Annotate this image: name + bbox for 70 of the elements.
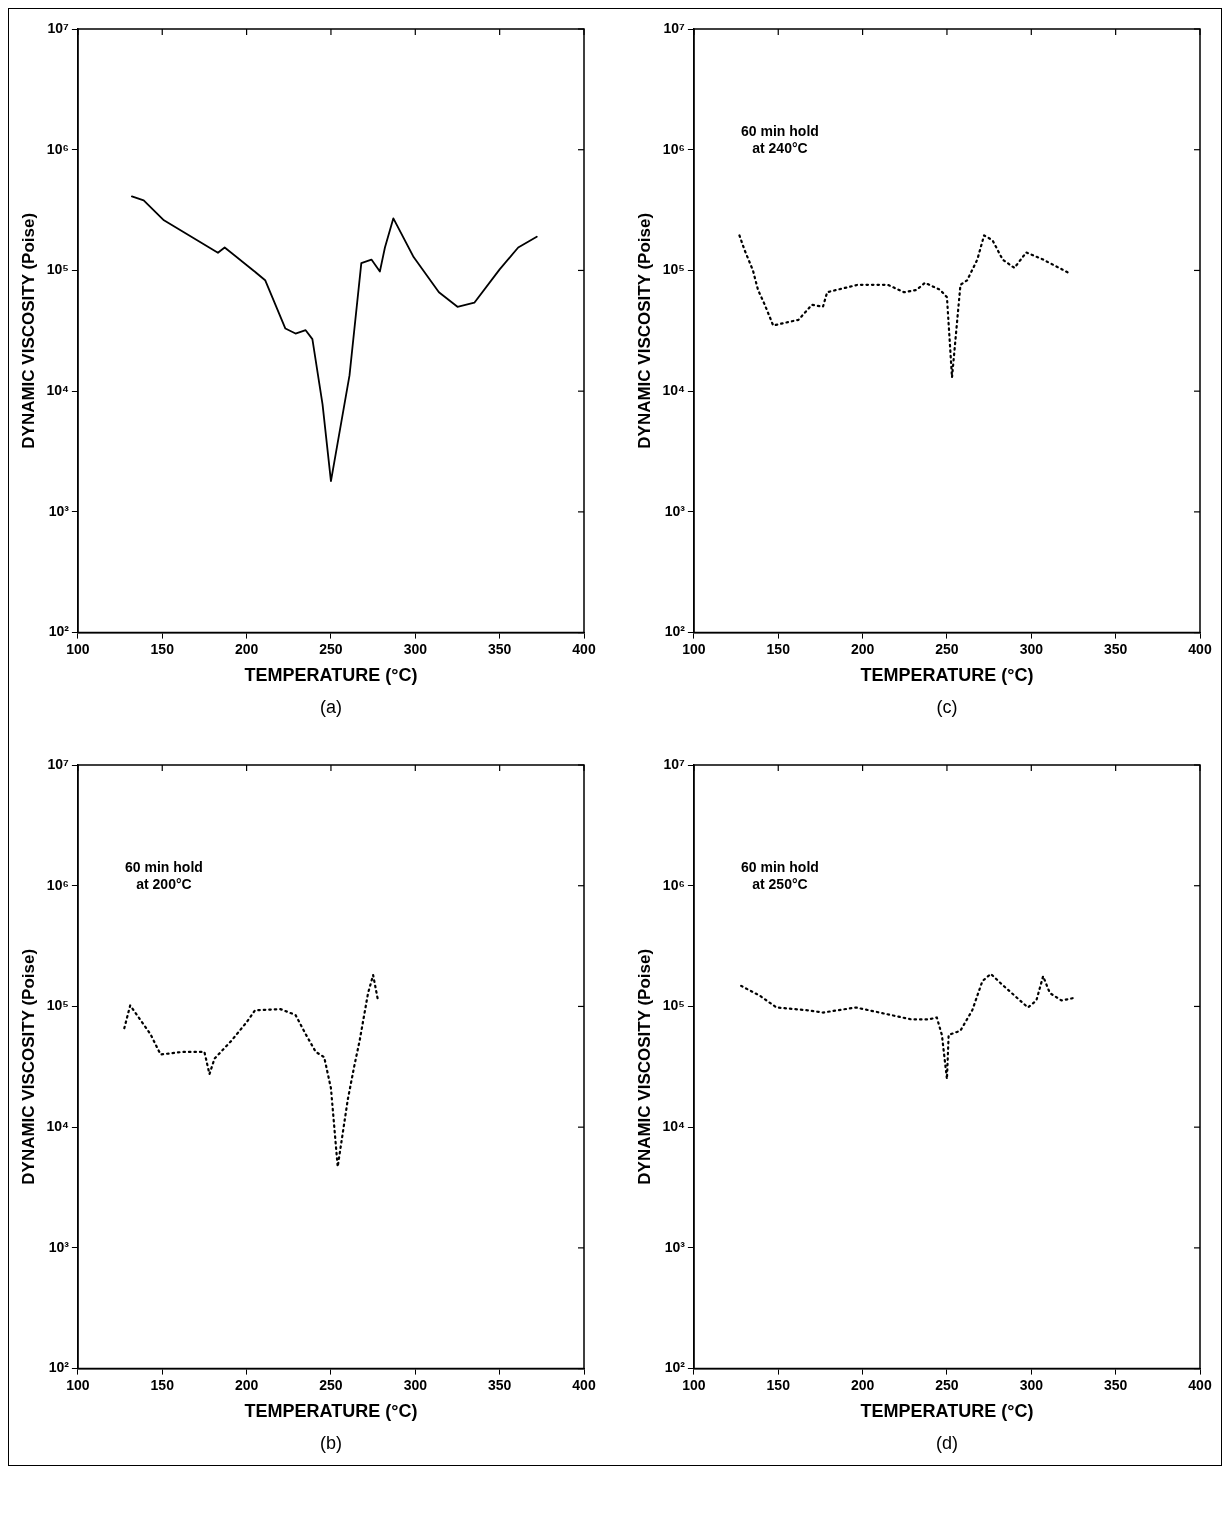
y-axis-title: DYNAMIC VISCOSITY (Poise) <box>634 948 654 1185</box>
annotation: 60 min hold at 240°C <box>741 123 819 157</box>
x-tick-label: 400 <box>572 640 596 657</box>
x-tick-label: 150 <box>766 640 791 657</box>
x-tick-label: 250 <box>935 1376 959 1393</box>
y-tick-label: 10³ <box>664 1238 686 1255</box>
x-tick-label: 300 <box>403 1376 428 1393</box>
text: (a) <box>319 696 342 717</box>
y-tick-label: 10⁷ <box>663 755 686 772</box>
y-axis-title: DYNAMIC VISCOSITY (Poise) <box>18 212 38 449</box>
x-tick-label: 200 <box>850 640 875 657</box>
y-tick-label: 10⁵ <box>662 261 685 278</box>
y-tick-label: 10⁶ <box>46 140 69 157</box>
y-axis-title: DYNAMIC VISCOSITY (Poise) <box>634 212 654 449</box>
x-axis-title: TEMPERATURE (°C) <box>244 665 418 686</box>
y-tick-label: 10² <box>48 1359 70 1376</box>
x-tick-label: 350 <box>1103 1376 1128 1393</box>
y-tick-label: 10² <box>664 1359 686 1376</box>
x-tick-label: 400 <box>1188 1376 1212 1393</box>
x-tick-label: 150 <box>150 1376 175 1393</box>
x-tick-label: 250 <box>935 640 959 657</box>
y-tick-label: 10⁴ <box>662 1118 685 1135</box>
line-series <box>740 972 1074 1081</box>
line-series <box>738 234 1071 379</box>
x-tick-label: 350 <box>487 1376 512 1393</box>
x-axis-title: TEMPERATURE (°C) <box>860 1401 1034 1422</box>
y-tick-label: 10² <box>664 623 686 640</box>
x-tick-label: 200 <box>234 640 259 657</box>
y-tick-label: 10⁵ <box>662 997 685 1014</box>
y-tick-label: 10⁴ <box>46 382 69 399</box>
x-tick-label: 200 <box>234 1376 259 1393</box>
x-tick-label: 400 <box>1188 640 1212 657</box>
x-axis-title: TEMPERATURE (°C) <box>860 665 1034 686</box>
x-tick-label: 400 <box>572 1376 596 1393</box>
y-tick-label: 10⁵ <box>46 997 69 1014</box>
x-axis-title: TEMPERATURE (°C) <box>244 1401 418 1422</box>
x-tick-label: 300 <box>1019 640 1044 657</box>
x-tick-label: 250 <box>319 1376 343 1393</box>
x-tick-label: 100 <box>682 640 706 657</box>
x-tick-label: 250 <box>319 640 343 657</box>
y-tick-label: 10⁵ <box>46 261 69 278</box>
x-tick-label: 100 <box>682 1376 706 1393</box>
x-tick-label: 300 <box>1019 1376 1044 1393</box>
x-tick-label: 150 <box>766 1376 791 1393</box>
y-tick-label: 10⁷ <box>47 19 70 36</box>
y-tick-label: 10³ <box>664 502 686 519</box>
y-tick-label: 10⁷ <box>663 19 686 36</box>
line-series <box>123 973 380 1168</box>
x-tick-label: 100 <box>66 640 90 657</box>
text: (d) <box>935 1432 958 1453</box>
y-tick-label: 10⁶ <box>46 876 69 893</box>
text: (b) <box>319 1432 342 1453</box>
annotation: 60 min hold at 200°C <box>125 859 203 893</box>
text: (c) <box>936 696 958 717</box>
y-axis-title: DYNAMIC VISCOSITY (Poise) <box>18 948 38 1185</box>
x-tick-label: 350 <box>1103 640 1128 657</box>
y-tick-label: 10⁶ <box>662 876 685 893</box>
x-tick-label: 200 <box>850 1376 875 1393</box>
annotation: 60 min hold at 250°C <box>741 859 819 893</box>
x-tick-label: 100 <box>66 1376 90 1393</box>
x-tick-label: 300 <box>403 640 428 657</box>
y-tick-label: 10³ <box>48 1238 70 1255</box>
y-tick-label: 10² <box>48 623 70 640</box>
y-tick-label: 10⁶ <box>662 140 685 157</box>
x-tick-label: 150 <box>150 640 175 657</box>
y-tick-label: 10⁴ <box>46 1118 69 1135</box>
y-tick-label: 10³ <box>48 502 70 519</box>
x-tick-label: 350 <box>487 640 512 657</box>
y-tick-label: 10⁷ <box>47 755 70 772</box>
y-tick-label: 10⁴ <box>662 382 685 399</box>
